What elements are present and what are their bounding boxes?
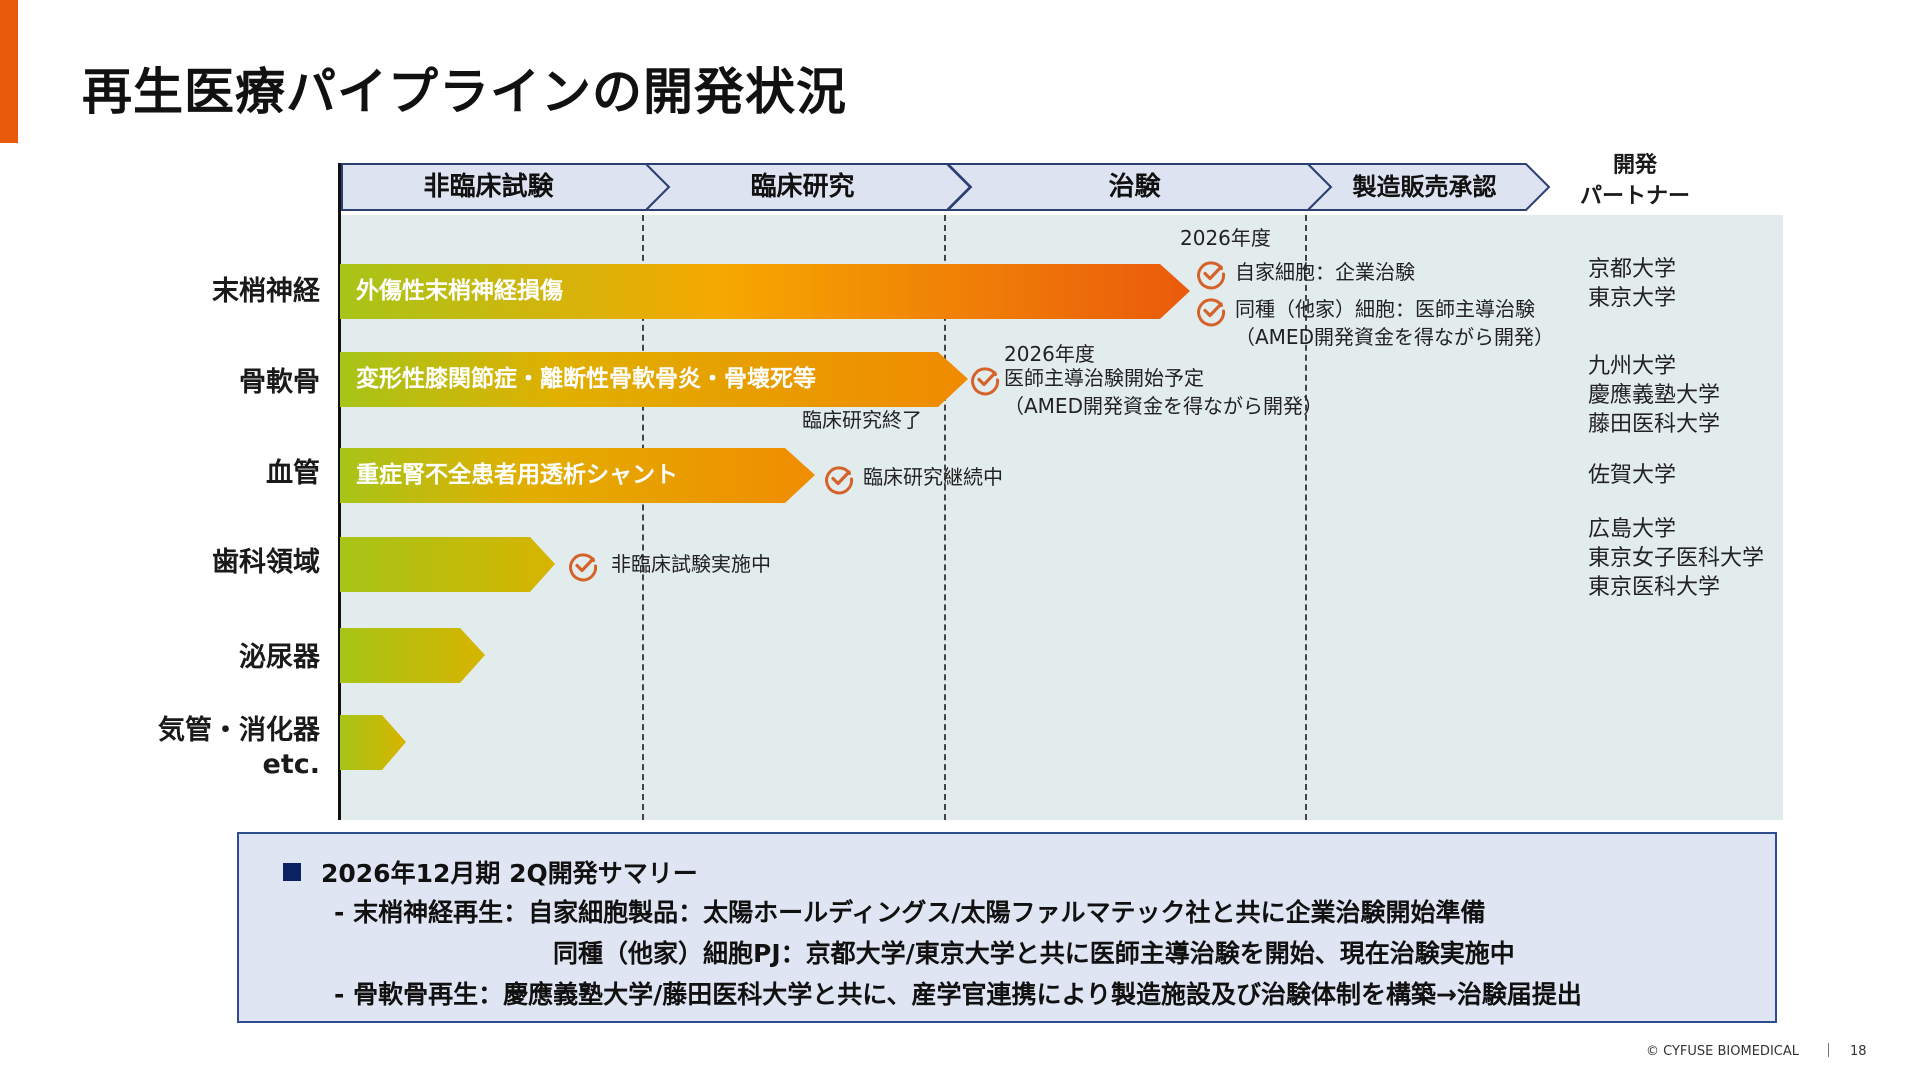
- summary-box: 2026年12月期 2Q開発サマリー - 末梢神経再生：自家細胞製品：太陽ホール…: [237, 832, 1777, 1023]
- summary-title: 2026年12月期 2Q開発サマリー: [321, 859, 698, 888]
- partner-item: 藤田医科大学: [1588, 412, 1721, 437]
- row-label-vessel: 血管: [266, 458, 320, 489]
- pipeline-arrow-label: 変形性膝関節症・離断性骨軟骨炎・骨壊死等: [356, 366, 816, 392]
- phase-clinical-trial: 治験: [947, 163, 1332, 211]
- pipeline-arrow-label: 外傷性末梢神経損傷: [356, 278, 563, 304]
- phase-separator: [1305, 215, 1307, 820]
- row-label-dental: 歯科領域: [212, 547, 320, 578]
- partner-header-line: 開発: [1612, 153, 1657, 178]
- summary-line: 同種（他家）細胞PJ：京都大学/東京大学と共に医師主導治験を開始、現在治験実施中: [553, 939, 1515, 968]
- nerve-status-1: 自家細胞：企業治験: [1195, 258, 1415, 290]
- partner-header-line: パートナー: [1579, 184, 1690, 209]
- page-title: 再生医療パイプラインの開発状況: [82, 63, 847, 121]
- partner-item: 佐賀大学: [1588, 463, 1677, 488]
- row-label-urology: 泌尿器: [239, 642, 320, 673]
- check-circle-icon: [825, 466, 854, 495]
- footer-copyright: © CYFUSE BIOMEDICAL: [1646, 1044, 1799, 1059]
- check-circle-icon: [1197, 261, 1226, 290]
- status-text: 医師主導治験開始予定: [1004, 366, 1204, 390]
- partner-item: 京都大学: [1588, 257, 1677, 282]
- pipeline-arrow-label: 重症腎不全患者用透析シャント: [356, 462, 678, 488]
- square-bullet-icon: [283, 863, 301, 881]
- partner-item: 東京医科大学: [1588, 575, 1721, 600]
- check-circle-icon: [1197, 298, 1226, 327]
- pipeline-arrow-trachea: [340, 715, 406, 770]
- phase-label: 非臨床試験: [423, 172, 554, 202]
- row-label-trachea: 気管・消化器 etc.: [158, 714, 320, 782]
- partners-cartilage: 九州大学 慶應義塾大学 藤田医科大学: [1588, 352, 1720, 439]
- status-text: 自家細胞：企業治験: [1235, 260, 1415, 284]
- partners-dental: 広島大学 東京女子医科大学 東京医科大学: [1588, 515, 1764, 602]
- vessel-status: 臨床研究継続中: [823, 463, 1003, 495]
- cartilage-year: 2026年度: [1004, 342, 1095, 366]
- pipeline-arrow-urology: [340, 628, 485, 683]
- partner-header: 開発 パートナー: [1560, 150, 1710, 212]
- phase-label: 臨床研究: [750, 172, 855, 202]
- accent-bar: [0, 0, 18, 143]
- status-text-block: 同種（他家）細胞：医師主導治験 （AMED開発資金を得ながら開発）: [1235, 295, 1554, 351]
- phase-nonclinical: 非臨床試験: [341, 163, 671, 211]
- partners-nerve: 京都大学 東京大学: [1588, 255, 1676, 313]
- phase-label: 製造販売承認: [1352, 173, 1497, 201]
- status-text: 非臨床試験実施中: [611, 552, 771, 576]
- partners-vessel: 佐賀大学: [1588, 461, 1676, 490]
- status-text: （AMED開発資金を得ながら開発）: [1235, 325, 1554, 349]
- phase-clinical-research: 臨床研究: [645, 163, 971, 211]
- partner-item: 東京大学: [1588, 286, 1677, 311]
- pipeline-arrow-vessel: 重症腎不全患者用透析シャント: [340, 448, 815, 503]
- check-circle-icon: [569, 553, 598, 582]
- nerve-year: 2026年度: [1180, 226, 1271, 250]
- status-text: （AMED開発資金を得ながら開発）: [1004, 394, 1323, 418]
- partner-item: 東京女子医科大学: [1588, 546, 1765, 571]
- footer-divider: [1828, 1043, 1829, 1057]
- phase-label: 治験: [1108, 172, 1161, 202]
- partner-item: 広島大学: [1588, 517, 1677, 542]
- cartilage-status: 医師主導治験開始予定 （AMED開発資金を得ながら開発）: [969, 364, 1323, 420]
- summary-line: - 骨軟骨再生：慶應義塾大学/藤田医科大学と共に、産学官連携により製造施設及び治…: [334, 980, 1582, 1009]
- phase-separator: [944, 215, 946, 820]
- row-label-line: 気管・消化器: [158, 715, 320, 746]
- row-label-nerve: 末梢神経: [212, 276, 320, 307]
- pipeline-arrow-nerve: 外傷性末梢神経損傷: [340, 264, 1190, 319]
- nerve-status-2: 同種（他家）細胞：医師主導治験 （AMED開発資金を得ながら開発）: [1195, 295, 1554, 351]
- dental-status: 非臨床試験実施中: [567, 550, 771, 582]
- partner-item: 慶應義塾大学: [1588, 383, 1721, 408]
- partner-item: 九州大学: [1588, 354, 1677, 379]
- row-label-line: etc.: [262, 749, 320, 780]
- check-circle-icon: [971, 367, 1000, 396]
- cartilage-end-note: 臨床研究終了: [802, 408, 922, 432]
- pipeline-arrow-cartilage: 変形性膝関節症・離断性骨軟骨炎・骨壊死等: [340, 352, 968, 407]
- row-label-cartilage: 骨軟骨: [239, 367, 320, 398]
- summary-title-row: 2026年12月期 2Q開発サマリー: [283, 854, 698, 890]
- pipeline-arrow-dental: [340, 537, 555, 592]
- phase-approval: 製造販売承認: [1307, 163, 1551, 211]
- page-number: 18: [1850, 1044, 1867, 1059]
- status-text: 同種（他家）細胞：医師主導治験: [1235, 297, 1535, 321]
- summary-line: - 末梢神経再生：自家細胞製品：太陽ホールディングス/太陽ファルマテック社と共に…: [334, 898, 1486, 927]
- status-text-block: 医師主導治験開始予定 （AMED開発資金を得ながら開発）: [1004, 364, 1323, 420]
- vertical-axis: [338, 163, 341, 820]
- status-text: 臨床研究継続中: [863, 465, 1003, 489]
- phase-separator: [642, 215, 644, 820]
